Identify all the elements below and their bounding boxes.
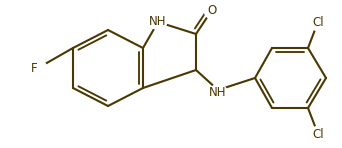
Text: NH: NH <box>149 15 167 28</box>
Text: NH: NH <box>209 86 227 99</box>
Text: O: O <box>207 4 216 16</box>
Text: F: F <box>31 62 38 74</box>
Text: Cl: Cl <box>312 127 324 140</box>
Text: Cl: Cl <box>312 16 324 29</box>
